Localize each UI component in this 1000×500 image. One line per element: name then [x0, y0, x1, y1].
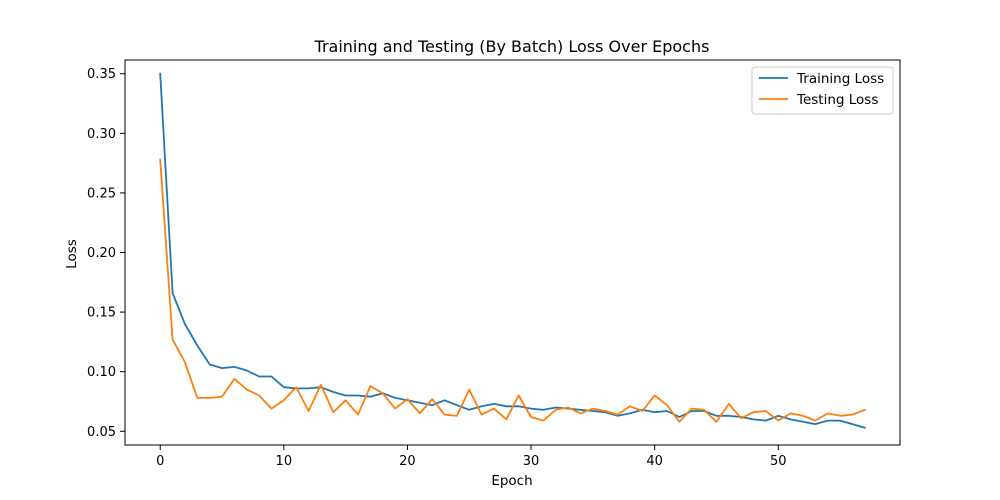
- y-tick-label: 0.30: [87, 127, 116, 142]
- series-line-testing-loss: [159, 158, 866, 423]
- x-tick-label: 30: [523, 454, 540, 469]
- series-line-training-loss: [159, 72, 866, 429]
- legend: Training Loss Testing Loss: [751, 66, 894, 115]
- x-tick-label: 10: [276, 454, 293, 469]
- y-axis-label: Loss: [64, 239, 80, 269]
- x-tick-label: 40: [646, 454, 663, 469]
- x-tick-label: 50: [770, 454, 787, 469]
- y-tick-label: 0.10: [87, 365, 116, 380]
- y-tick-label: 0.25: [87, 186, 116, 201]
- y-tick-label: 0.20: [87, 246, 116, 261]
- x-axis-ticks: 0 10 20 30 40 50: [156, 445, 787, 469]
- x-tick-label: 0: [156, 454, 164, 469]
- chart-title: Training and Testing (By Batch) Loss Ove…: [314, 37, 710, 56]
- x-axis-label: Epoch: [491, 473, 532, 489]
- x-tick-label: 20: [399, 454, 416, 469]
- legend-label-training-loss: Training Loss: [796, 71, 884, 87]
- y-tick-label: 0.15: [87, 306, 116, 321]
- series-layer: [159, 72, 866, 429]
- y-axis-ticks: 0.05 0.10 0.15 0.20 0.25 0.30 0.35: [87, 67, 125, 440]
- legend-label-testing-loss: Testing Loss: [796, 92, 878, 108]
- y-tick-label: 0.35: [87, 67, 116, 82]
- y-tick-label: 0.05: [87, 425, 116, 440]
- plot-area-frame: [124, 59, 901, 446]
